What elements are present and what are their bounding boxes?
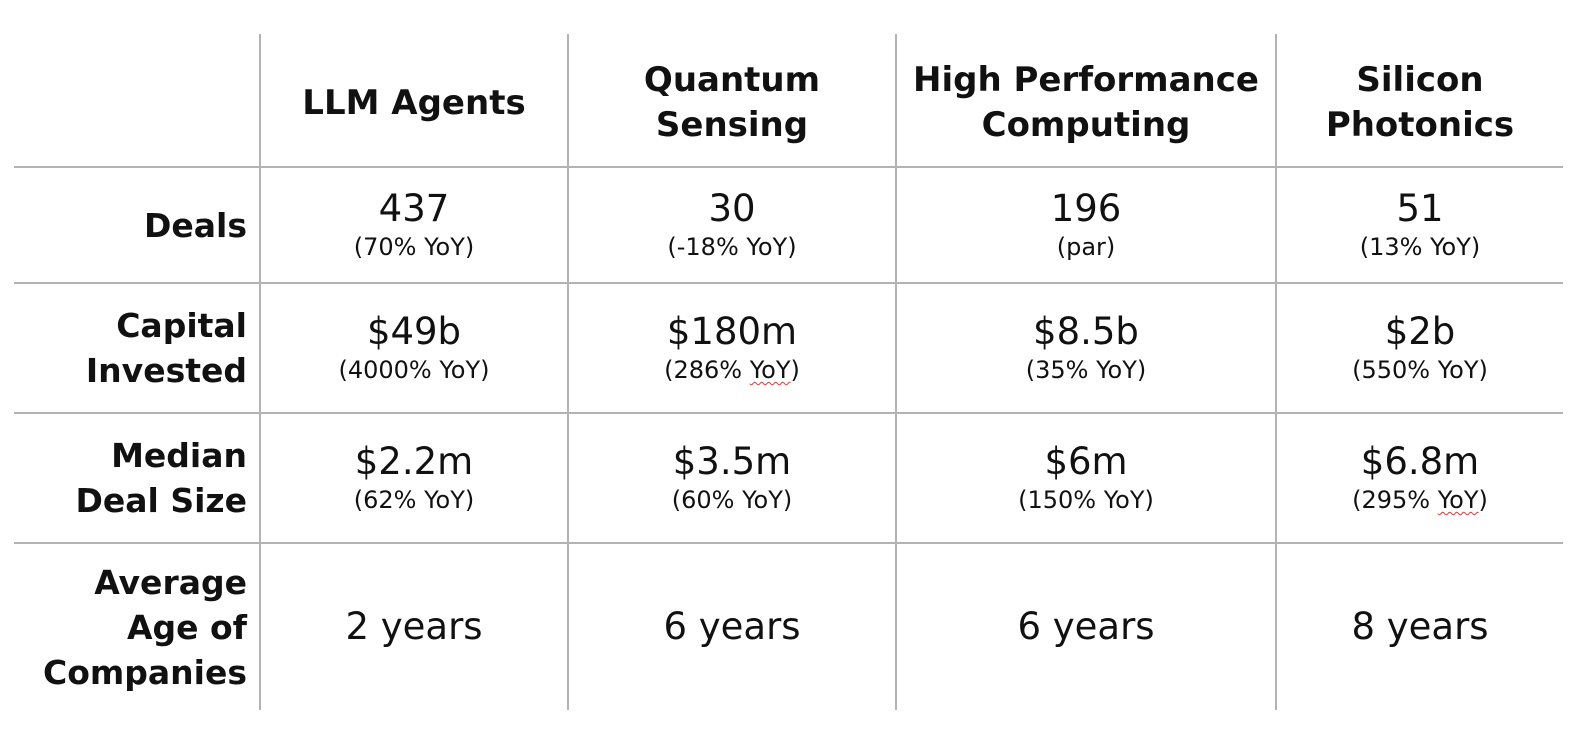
yoy-change: (13% YoY) [1359, 233, 1481, 261]
row-header-median-deal-size: Median Deal Size [14, 412, 259, 542]
row-header-line1: Average [94, 562, 247, 602]
spellcheck-underline: YoY [749, 356, 791, 384]
row-header-average-age: Average Age of Companies [14, 542, 259, 710]
table-cell: $6.8m (295% YoY) [1275, 412, 1563, 542]
column-header-llm-agents: LLM Agents [259, 34, 567, 166]
table-cell: $180m (286% YoY) [567, 282, 895, 412]
corner-cell [14, 34, 259, 166]
metric-value: 437 [378, 187, 450, 230]
metric-value: $180m [666, 310, 798, 353]
table-cell: $2.2m (62% YoY) [259, 412, 567, 542]
table-cell: 6 years [567, 542, 895, 710]
table-cell: 30 (-18% YoY) [567, 166, 895, 282]
row-header-capital-invested: Capital Invested [14, 282, 259, 412]
row-header-line2: Deal Size [75, 481, 247, 520]
age-value: 8 years [1351, 605, 1489, 648]
metric-value: $3.5m [672, 440, 792, 483]
age-value: 6 years [1017, 605, 1155, 648]
row-header-line3: Companies [43, 652, 247, 692]
table-cell: 2 years [259, 542, 567, 710]
row-header-line1: Median [111, 436, 247, 475]
table-cell: $3.5m (60% YoY) [567, 412, 895, 542]
row-header-line2: Age of [126, 607, 247, 647]
yoy-change: (62% YoY) [353, 486, 475, 514]
column-header-line2: Sensing [655, 105, 809, 145]
age-value: 2 years [345, 605, 483, 648]
column-header-line2: Photonics [1325, 105, 1515, 145]
metric-value: $6m [1044, 440, 1128, 483]
spellcheck-underline: YoY [1437, 486, 1479, 514]
row-header-deals: Deals [14, 166, 259, 282]
yoy-change: (-18% YoY) [667, 233, 797, 261]
column-header-quantum-sensing: Quantum Sensing [567, 34, 895, 166]
yoy-change: (60% YoY) [671, 486, 793, 514]
row-header-line1: Capital [116, 306, 247, 345]
table-cell: 51 (13% YoY) [1275, 166, 1563, 282]
yoy-change: (4000% YoY) [338, 356, 490, 384]
column-header-line1: High Performance [913, 60, 1259, 100]
yoy-change: (70% YoY) [353, 233, 475, 261]
yoy-change: (35% YoY) [1025, 356, 1147, 384]
column-header-line1: LLM Agents [302, 82, 526, 123]
table-cell: 8 years [1275, 542, 1563, 710]
column-header-silicon-photonics: Silicon Photonics [1275, 34, 1563, 166]
column-header-line1: Quantum [643, 60, 821, 100]
metric-value: $49b [366, 310, 462, 353]
row-header-line1: Deals [144, 205, 247, 245]
yoy-change: (150% YoY) [1018, 486, 1154, 514]
metric-value: $2b [1384, 310, 1456, 353]
age-value: 6 years [663, 605, 801, 648]
metric-value: $8.5b [1033, 310, 1139, 353]
metric-value: 196 [1050, 187, 1122, 230]
yoy-change: (295% YoY) [1352, 486, 1488, 514]
table-cell: 437 (70% YoY) [259, 166, 567, 282]
yoy-change: (550% YoY) [1352, 356, 1488, 384]
row-header-line2: Invested [85, 351, 247, 390]
yoy-change: (286% YoY) [664, 356, 800, 384]
metric-value: $2.2m [354, 440, 474, 483]
table-cell: 196 (par) [895, 166, 1275, 282]
column-header-high-performance-computing: High Performance Computing [895, 34, 1275, 166]
metric-value: 51 [1396, 187, 1444, 230]
metric-value: $6.8m [1360, 440, 1480, 483]
table-cell: $8.5b (35% YoY) [895, 282, 1275, 412]
column-header-line2: Computing [981, 105, 1191, 145]
yoy-change: (par) [1056, 233, 1116, 261]
table-cell: $2b (550% YoY) [1275, 282, 1563, 412]
column-header-line1: Silicon [1356, 60, 1484, 100]
table-cell: 6 years [895, 542, 1275, 710]
comparison-table: LLM Agents Quantum Sensing High Performa… [14, 34, 1563, 710]
metric-value: 30 [708, 187, 756, 230]
table-cell: $6m (150% YoY) [895, 412, 1275, 542]
table-cell: $49b (4000% YoY) [259, 282, 567, 412]
